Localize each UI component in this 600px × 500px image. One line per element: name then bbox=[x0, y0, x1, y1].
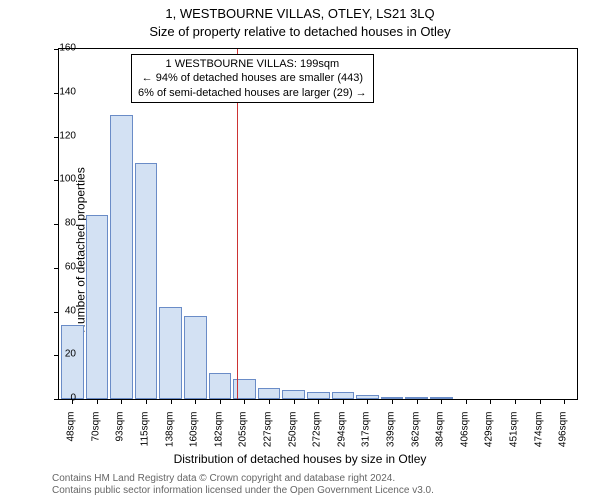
x-tick-mark bbox=[343, 399, 344, 404]
x-tick-mark bbox=[121, 399, 122, 404]
histogram-bar bbox=[110, 115, 133, 399]
x-tick-mark bbox=[466, 399, 467, 404]
x-tick-mark bbox=[244, 399, 245, 404]
x-tick-mark bbox=[171, 399, 172, 404]
x-tick-label: 496sqm bbox=[558, 412, 569, 462]
histogram-bar bbox=[159, 307, 182, 399]
chart-title: Size of property relative to detached ho… bbox=[0, 24, 600, 39]
histogram-bar bbox=[184, 316, 207, 399]
x-tick-mark bbox=[269, 399, 270, 404]
x-tick-label: 272sqm bbox=[312, 412, 323, 462]
y-tick-label: 80 bbox=[65, 218, 76, 229]
annotation-line: 6% of semi-detached houses are larger (2… bbox=[138, 86, 367, 100]
x-tick-label: 205sqm bbox=[238, 412, 249, 462]
x-tick-mark bbox=[490, 399, 491, 404]
x-tick-mark bbox=[294, 399, 295, 404]
y-tick-mark bbox=[54, 312, 59, 313]
x-tick-label: 362sqm bbox=[410, 412, 421, 462]
y-tick-label: 120 bbox=[59, 130, 76, 141]
y-tick-label: 140 bbox=[59, 86, 76, 97]
x-tick-label: 406sqm bbox=[459, 412, 470, 462]
plot-area: 1 WESTBOURNE VILLAS: 199sqm← 94% of deta… bbox=[58, 48, 578, 400]
x-tick-label: 317sqm bbox=[361, 412, 372, 462]
y-tick-mark bbox=[54, 93, 59, 94]
x-tick-label: 227sqm bbox=[263, 412, 274, 462]
y-tick-label: 0 bbox=[70, 393, 76, 404]
y-tick-mark bbox=[54, 137, 59, 138]
x-tick-label: 451sqm bbox=[509, 412, 520, 462]
y-tick-mark bbox=[54, 49, 59, 50]
x-tick-mark bbox=[392, 399, 393, 404]
histogram-bar bbox=[86, 215, 109, 399]
footer-copyright-1: Contains HM Land Registry data © Crown c… bbox=[52, 473, 395, 484]
x-tick-mark bbox=[441, 399, 442, 404]
footer-copyright-2: Contains public sector information licen… bbox=[52, 485, 434, 496]
x-tick-mark bbox=[220, 399, 221, 404]
histogram-bar bbox=[135, 163, 158, 399]
chart-container: 1, WESTBOURNE VILLAS, OTLEY, LS21 3LQ Si… bbox=[0, 0, 600, 500]
x-tick-mark bbox=[318, 399, 319, 404]
x-tick-label: 70sqm bbox=[90, 412, 101, 462]
y-tick-mark bbox=[54, 268, 59, 269]
x-tick-label: 384sqm bbox=[435, 412, 446, 462]
histogram-bar bbox=[209, 373, 232, 399]
y-tick-label: 160 bbox=[59, 43, 76, 54]
x-tick-label: 93sqm bbox=[115, 412, 126, 462]
y-tick-label: 20 bbox=[65, 349, 76, 360]
x-tick-mark bbox=[540, 399, 541, 404]
histogram-bar bbox=[61, 325, 84, 399]
y-tick-label: 100 bbox=[59, 174, 76, 185]
y-tick-mark bbox=[54, 180, 59, 181]
x-tick-label: 138sqm bbox=[164, 412, 175, 462]
x-tick-label: 250sqm bbox=[287, 412, 298, 462]
y-tick-label: 40 bbox=[65, 305, 76, 316]
x-tick-label: 160sqm bbox=[189, 412, 200, 462]
x-tick-label: 182sqm bbox=[213, 412, 224, 462]
x-tick-mark bbox=[367, 399, 368, 404]
annotation-line: 1 WESTBOURNE VILLAS: 199sqm bbox=[138, 57, 367, 71]
x-tick-mark bbox=[195, 399, 196, 404]
histogram-bar bbox=[282, 390, 305, 399]
annotation-box: 1 WESTBOURNE VILLAS: 199sqm← 94% of deta… bbox=[131, 54, 374, 103]
x-tick-mark bbox=[97, 399, 98, 404]
y-tick-label: 60 bbox=[65, 261, 76, 272]
histogram-bar bbox=[258, 388, 281, 399]
x-tick-mark bbox=[515, 399, 516, 404]
y-tick-mark bbox=[54, 399, 59, 400]
x-tick-label: 48sqm bbox=[66, 412, 77, 462]
x-tick-label: 294sqm bbox=[336, 412, 347, 462]
x-tick-label: 429sqm bbox=[484, 412, 495, 462]
y-tick-mark bbox=[54, 224, 59, 225]
x-tick-mark bbox=[564, 399, 565, 404]
x-tick-label: 339sqm bbox=[386, 412, 397, 462]
chart-supertitle: 1, WESTBOURNE VILLAS, OTLEY, LS21 3LQ bbox=[0, 6, 600, 21]
x-tick-mark bbox=[417, 399, 418, 404]
x-tick-mark bbox=[146, 399, 147, 404]
x-tick-label: 115sqm bbox=[140, 412, 151, 462]
annotation-line: ← 94% of detached houses are smaller (44… bbox=[138, 71, 367, 85]
y-tick-mark bbox=[54, 355, 59, 356]
x-tick-label: 474sqm bbox=[533, 412, 544, 462]
